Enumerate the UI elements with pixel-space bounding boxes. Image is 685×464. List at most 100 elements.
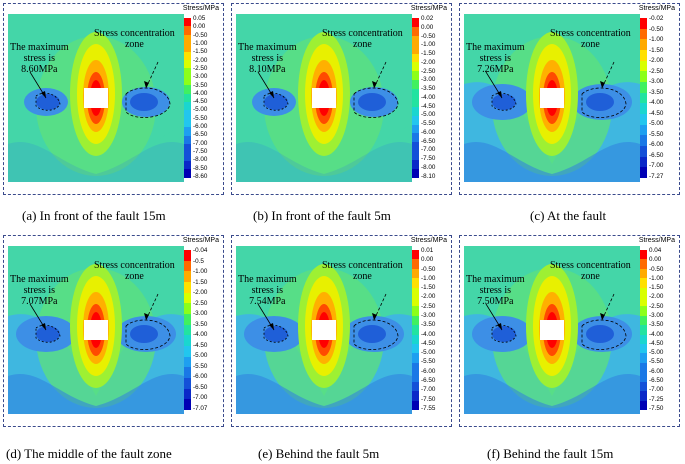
colorbar-tick-label: -0.5 [193, 257, 204, 265]
roadway-opening [312, 320, 336, 340]
max-stress-label: The maximum stress is 8.10MPa [238, 42, 297, 75]
colorbar-segment [184, 281, 191, 293]
colorbar-tick-label: -8.00 [421, 164, 436, 172]
colorbar-tick-label: -2.00 [421, 293, 436, 301]
colorbar-title: Stress/MPa [638, 237, 675, 244]
colorbar-segment [412, 344, 419, 354]
max-stress-line: stress is [251, 285, 283, 296]
colorbar-ticks: 0.04 0.00 -0.50 -1.00 -1.50 -2.00 -2.50 -3.00 -3… [649, 247, 677, 412]
max-stress-line: stress is [251, 53, 283, 64]
colorbar-segment [412, 53, 419, 63]
colorbar-tick-label: -5.50 [649, 358, 664, 366]
caption-a: (a) In front of the fault 15m [22, 208, 166, 223]
colorbar-segment [184, 34, 191, 44]
roadway-opening [84, 88, 108, 108]
colorbar-tick-label: -1.00 [421, 41, 436, 49]
roadway-opening [312, 88, 336, 108]
colorbar-tick-label: -3.50 [421, 321, 436, 329]
colorbar-tick-label: 0.02 [421, 15, 434, 22]
zone-label-line: Stress concentration [94, 260, 175, 271]
colorbar-segment [184, 367, 191, 378]
colorbar-tick-label: -4.00 [421, 330, 436, 338]
colorbar-tick-label: -6.50 [649, 376, 664, 384]
colorbar-tick-label: -3.50 [649, 321, 664, 329]
colorbar-segment [640, 60, 647, 72]
colorbar-tick-label: -6.50 [193, 131, 208, 139]
colorbar-segment [184, 152, 191, 161]
colorbar-segment [640, 71, 647, 82]
colorbar-tick-label: -6.00 [649, 141, 664, 149]
roadway-opening [540, 320, 564, 340]
colorbar-segment [184, 345, 191, 357]
colorbar-tick-label: -5.50 [421, 120, 436, 128]
colorbar-tick-label: 0.04 [649, 247, 662, 254]
colorbar-tick-label: -3.00 [193, 310, 208, 318]
caption-f: (f) Behind the fault 15m [487, 446, 614, 461]
colorbar-title: Stress/MPa [182, 237, 219, 244]
colorbar-segment [640, 250, 647, 260]
colorbar-tick-label: -2.00 [649, 293, 664, 301]
colorbar-tick-label: -7.00 [193, 394, 208, 402]
colorbar-segment [412, 115, 419, 125]
stress-concentration-label: Stress concentration zone [550, 28, 631, 50]
colorbar-tick-label: -4.50 [421, 102, 436, 110]
max-stress-line: stress is [23, 285, 55, 296]
colorbar-title: Stress/MPa [182, 5, 219, 12]
colorbar-tick-label: -7.00 [421, 146, 436, 154]
colorbar-segment [184, 118, 191, 128]
colorbar-tick-label: -3.00 [193, 73, 208, 81]
stress-concentration-label: Stress concentration zone [550, 260, 631, 282]
colorbar-segment [640, 391, 647, 401]
colorbar-tick-label: -5.50 [649, 130, 664, 138]
colorbar-tick-label: -1.00 [421, 274, 436, 282]
max-stress-line: 7.07MPa [21, 296, 58, 307]
colorbar-ticks: 0.05 0.00 -0.50 -1.00 -1.50 -2.00 -2.50 -3.00 -3… [193, 15, 221, 180]
colorbar-tick-label: -2.50 [421, 67, 436, 75]
colorbar-tick-label: -2.00 [193, 56, 208, 64]
colorbar-tick-label: -7.50 [193, 148, 208, 155]
zone-label-line: Stress concentration [322, 260, 403, 271]
colorbar-tick-label: -0.50 [649, 265, 664, 273]
colorbar-segment [412, 44, 419, 54]
colorbar-tick-label: -7.00 [649, 386, 664, 394]
colorbar-tick-label: -4.50 [421, 339, 436, 347]
colorbar-tick-label: -4.50 [193, 341, 208, 349]
colorbar-segment [412, 306, 419, 316]
colorbar [184, 18, 191, 178]
colorbar-tick-label: -7.00 [421, 386, 436, 394]
colorbar-segment [412, 133, 419, 143]
colorbar-segment [184, 110, 191, 119]
colorbar-segment [412, 97, 419, 107]
colorbar-tick-label: -7.50 [421, 155, 436, 163]
colorbar-segment [640, 81, 647, 93]
max-stress-line: The maximum [466, 274, 525, 285]
colorbar-segment [640, 167, 647, 178]
colorbar-segment [184, 303, 191, 314]
zone-label-line: zone [124, 271, 144, 282]
colorbar-segment [412, 124, 419, 134]
zone-label-line: Stress concentration [550, 28, 631, 39]
colorbar-segment [640, 334, 647, 345]
colorbar [412, 250, 419, 410]
colorbar-tick-label: -3.50 [421, 85, 436, 93]
max-stress-line: The maximum [10, 42, 69, 53]
concentration-zone-outline [353, 319, 399, 350]
colorbar-tick-label: -4.50 [193, 98, 208, 106]
colorbar-tick-label: -3.50 [649, 88, 664, 96]
max-stress-label: The maximum stress is 7.07MPa [10, 274, 69, 307]
colorbar-tick-label: -5.50 [421, 358, 436, 366]
colorbar-tick-label: -7.27 [649, 172, 664, 180]
roadway-opening [84, 320, 108, 340]
colorbar-tick-label: -7.00 [193, 139, 208, 147]
colorbar-segment [184, 51, 191, 61]
colorbar-tick-label: -4.50 [649, 339, 664, 347]
colorbar-segment [640, 103, 647, 114]
colorbar-tick-label: -3.00 [421, 311, 436, 319]
colorbar-tick-label: -6.00 [649, 367, 664, 375]
colorbar-tick-label: -0.50 [193, 31, 208, 39]
colorbar-tick-label: -8.60 [193, 172, 208, 180]
colorbar-tick-label: -8.10 [421, 172, 436, 180]
colorbar-segment [640, 268, 647, 279]
caption-c: (c) At the fault [530, 208, 607, 223]
colorbar-ticks: 0.01 0.00 -0.50 -1.00 -1.50 -2.00 -2.50 -3.00 -3… [421, 247, 449, 412]
